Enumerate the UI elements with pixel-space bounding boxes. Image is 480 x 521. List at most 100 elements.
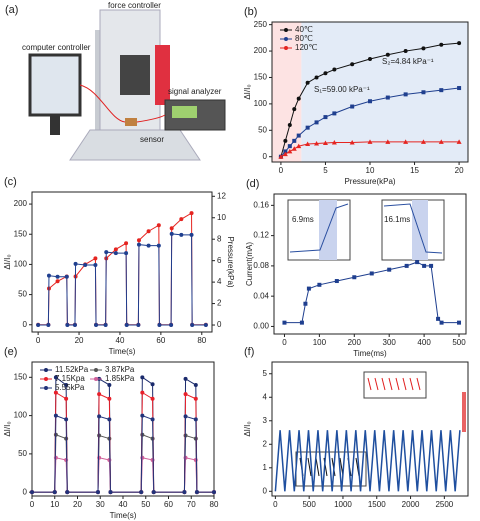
inset: [363, 371, 427, 399]
plot-frame: [273, 193, 467, 335]
legend-marker: [44, 377, 48, 381]
point: [107, 396, 112, 401]
x-tick-label: 0: [282, 338, 287, 347]
point: [403, 49, 408, 54]
point: [53, 375, 58, 380]
y2-tick-label: 12: [217, 191, 226, 200]
point: [303, 301, 308, 306]
point: [189, 211, 194, 216]
frame: [95, 30, 101, 130]
x-tick-label: 1000: [334, 500, 352, 509]
y-tick-label: 50: [18, 290, 27, 299]
y2-tick-label: 4: [217, 277, 222, 286]
x-tick-label: 40: [119, 500, 128, 509]
monitor: [28, 53, 82, 117]
base: [69, 129, 201, 161]
point: [296, 143, 302, 149]
point: [457, 320, 462, 325]
point: [52, 490, 57, 495]
y-tick-label: 3: [263, 416, 268, 425]
point: [93, 262, 98, 267]
point: [30, 490, 34, 495]
x-tick-label: 0: [36, 336, 41, 345]
y2-axis-label: Pressure(kPa): [226, 236, 235, 287]
x-tick-label: 300: [383, 338, 397, 347]
point: [113, 247, 118, 252]
point: [140, 390, 145, 395]
point: [193, 417, 198, 422]
point: [291, 146, 297, 151]
point: [305, 80, 310, 85]
series-line: [32, 414, 214, 493]
point: [64, 382, 69, 387]
point: [421, 90, 426, 95]
x-axis-label: Time(s): [109, 347, 136, 356]
x-tick-label: 10: [366, 166, 375, 175]
sensor-pad: [125, 118, 137, 126]
point: [421, 46, 426, 51]
point: [189, 232, 194, 237]
point: [385, 139, 391, 144]
x-tick-label: 30: [96, 500, 105, 509]
y-axis-label: Current(mA): [245, 242, 254, 286]
x-tick-label: 0: [273, 500, 278, 509]
point: [456, 139, 462, 144]
x-tick-label: 2500: [435, 500, 453, 509]
point: [203, 323, 208, 328]
annotation: S₁=59.00 kPa⁻¹: [314, 85, 370, 94]
point: [136, 238, 141, 243]
point: [157, 323, 162, 328]
point: [314, 141, 320, 146]
y2-tick-label: 2: [217, 299, 222, 308]
point: [169, 323, 174, 328]
point: [292, 107, 297, 112]
point: [64, 458, 69, 463]
point: [146, 229, 151, 234]
annotation: S₂=4.84 kPa⁻¹: [382, 57, 434, 66]
point: [97, 455, 102, 460]
point: [283, 149, 288, 154]
y2-tick-label: 10: [217, 213, 226, 222]
point: [282, 320, 287, 325]
actuator: [155, 45, 170, 105]
legend-label: 40℃: [295, 25, 313, 34]
panel-label: (f): [244, 346, 254, 358]
point: [403, 139, 409, 144]
x-axis-label: Time(s): [110, 511, 137, 520]
point: [72, 323, 77, 328]
y-tick-label: 1: [263, 463, 268, 472]
point: [193, 458, 198, 463]
legend-marker: [284, 37, 288, 41]
y-tick-label: 0.00: [253, 322, 269, 331]
series-line: [38, 212, 206, 326]
x-tick-label: 2000: [402, 500, 420, 509]
point: [113, 251, 118, 256]
force-head: [120, 55, 150, 95]
x-tick-label: 0: [279, 166, 284, 175]
point: [107, 417, 112, 422]
x-tick-label: 80: [210, 500, 219, 509]
point: [108, 490, 113, 495]
series-line: [280, 141, 460, 158]
inset-curve: [367, 377, 421, 391]
series-line: [32, 434, 214, 493]
point: [156, 223, 161, 228]
point: [73, 261, 78, 266]
point: [193, 382, 198, 387]
series-line: [38, 233, 206, 326]
y-tick-label: 100: [254, 99, 268, 108]
point: [299, 320, 304, 325]
x-tick-label: 5: [323, 166, 328, 175]
point: [94, 323, 99, 328]
point: [136, 323, 141, 328]
y-tick-label: 100: [14, 260, 28, 269]
plot-frame: [271, 361, 469, 497]
x-tick-label: 20: [75, 336, 84, 345]
y-tick-label: 4: [263, 392, 268, 401]
point: [457, 86, 462, 91]
x-tick-label: 100: [313, 338, 327, 347]
point: [367, 139, 373, 144]
x-tick-label: 50: [141, 500, 150, 509]
point: [179, 217, 184, 222]
